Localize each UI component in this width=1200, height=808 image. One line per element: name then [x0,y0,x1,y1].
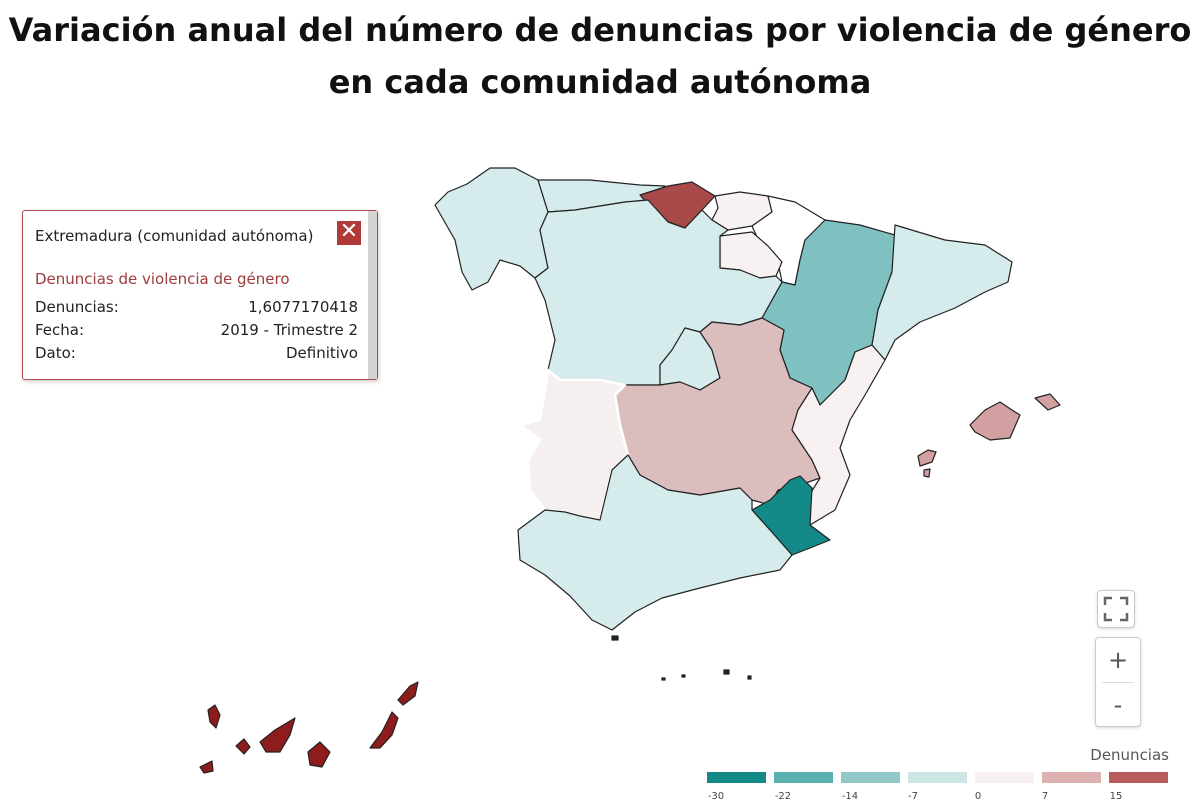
tooltip-row: Fecha: 2019 - Trimestre 2 [35,321,358,341]
tooltip-subtitle: Denuncias de violencia de género [35,270,290,288]
close-icon: ✕ [339,219,359,244]
row-label: Fecha: [35,321,85,339]
legend-tick-label: 15 [1109,791,1123,802]
region-tooltip: Extremadura (comunidad autónoma) ✕ Denun… [22,210,378,380]
region-canarias-la-gomera[interactable] [235,738,251,755]
legend-title: Denuncias [1090,746,1169,764]
legend-tick-label: 7 [1041,791,1049,802]
region-baleares-mallorca[interactable] [969,401,1021,441]
zoom-out-button[interactable]: - [1113,691,1123,719]
legend-swatch[interactable] [707,772,766,783]
region-baleares-ibiza[interactable] [917,449,937,467]
page-title: Variación anual del número de denuncias … [8,11,1192,101]
region-canarias-lanzarote[interactable] [397,681,419,706]
region-galicia[interactable] [434,167,549,291]
tooltip-scrollbar[interactable] [368,211,377,379]
region-canarias-tenerife[interactable] [259,717,296,753]
row-value: 1,6077170418 [248,298,358,316]
region-ceuta-melilla[interactable] [611,635,752,681]
legend-swatch[interactable] [841,772,900,783]
tooltip-row: Dato: Definitivo [35,344,358,364]
legend-swatch[interactable] [1109,772,1168,783]
region-canarias-la-palma[interactable] [207,704,221,729]
region-cataluna[interactable] [871,224,1013,361]
row-label: Dato: [35,344,76,362]
legend-tick-label: 0 [974,791,982,802]
region-baleares-formentera[interactable] [923,468,931,478]
legend-swatch[interactable] [975,772,1034,783]
fullscreen-button[interactable] [1097,590,1135,628]
row-label: Denuncias: [35,298,119,316]
close-button[interactable]: ✕ [337,221,361,245]
zoom-in-button[interactable]: + [1107,646,1129,674]
region-canarias-fuerteventura[interactable] [369,711,399,749]
legend-swatch[interactable] [774,772,833,783]
fullscreen-icon [1103,596,1129,622]
region-castilla-la-mancha[interactable] [614,317,821,506]
legend-swatch[interactable] [908,772,967,783]
tooltip-title: Extremadura (comunidad autónoma) [35,227,314,245]
zoom-controls: + - [1095,637,1141,727]
region-baleares-menorca[interactable] [1034,393,1061,411]
legend-tick-label: -30 [707,791,725,802]
legend-tick-label: -14 [841,791,859,802]
row-value: 2019 - Trimestre 2 [220,321,358,339]
zoom-divider [1102,682,1134,683]
legend-swatch[interactable] [1042,772,1101,783]
region-canarias-el-hierro[interactable] [199,760,214,774]
legend-tick-label: -7 [908,791,918,802]
legend-tick-label: -22 [774,791,792,802]
tooltip-row: Denuncias: 1,6077170418 [35,298,358,318]
row-value: Definitivo [285,344,358,362]
region-andalucia[interactable] [517,454,793,631]
region-canarias-gran-canaria[interactable] [307,741,331,768]
region-valencia[interactable] [791,344,886,526]
